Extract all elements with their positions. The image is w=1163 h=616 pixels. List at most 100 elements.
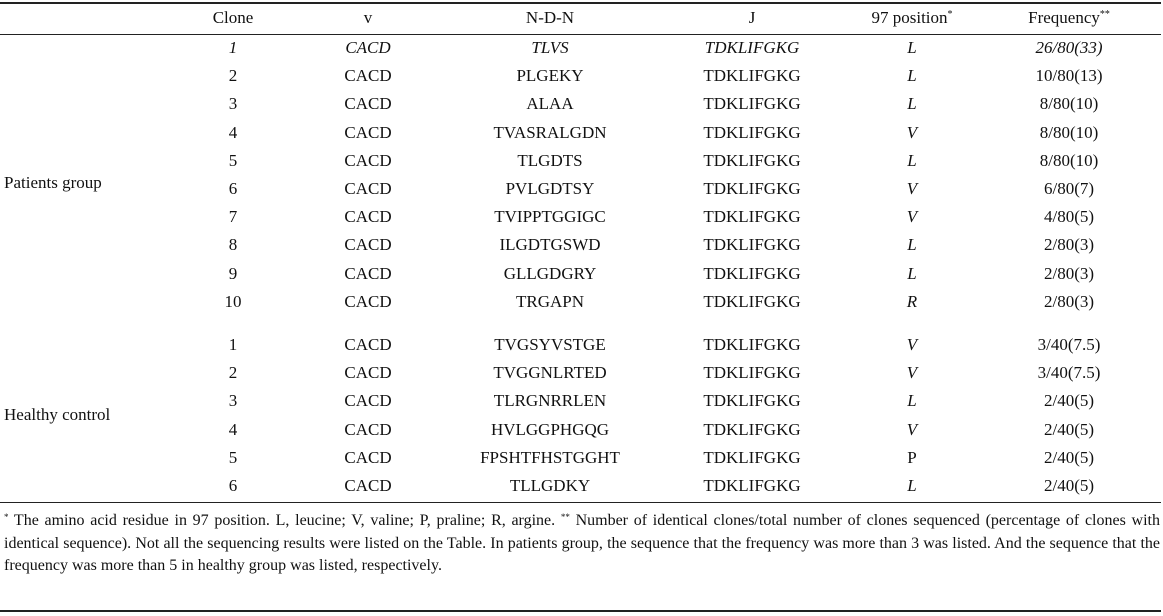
cell-frequency: 26/80(33) (1035, 38, 1103, 57)
cell-clone: 6 (228, 179, 238, 198)
header-v: v (363, 8, 373, 27)
cell-97-position: L (907, 94, 917, 114)
cell-97-position: V (906, 335, 918, 354)
cell-ndn: TLLGDKY (509, 476, 591, 495)
cell-ndn: TVASRALGDN (493, 122, 607, 142)
cell-clone: 3 (228, 391, 238, 411)
cell-j: TDKLIFGKG (703, 476, 801, 495)
cell-ndn: ALAA (526, 94, 574, 114)
cell-97-position: L (907, 263, 917, 283)
cell-frequency: 2/80(3) (1043, 235, 1095, 255)
cell-v: CACD (344, 335, 392, 354)
cell-ndn: TLGDTS (517, 150, 583, 170)
cell-ndn: GLLGDGRY (503, 263, 597, 283)
cell-clone: 1 (228, 335, 238, 354)
cell-clone: 1 (228, 38, 238, 57)
cell-frequency: 2/40(5) (1043, 419, 1095, 439)
cell-v: CACD (344, 122, 392, 142)
cell-ndn: TVIPPTGGIGC (494, 207, 606, 227)
cell-97-position: L (907, 476, 917, 495)
cell-ndn: PVLGDTSY (505, 179, 595, 198)
header-ndn: N-D-N (525, 8, 575, 27)
cell-97-position: V (906, 207, 918, 227)
cell-ndn: TRGAPN (515, 291, 585, 311)
cell-frequency: 8/80(10) (1039, 150, 1099, 170)
cell-frequency: 2/40(5) (1043, 391, 1095, 411)
cell-frequency: 4/80(5) (1043, 207, 1095, 227)
cell-v: CACD (345, 38, 391, 57)
table-top-rule (0, 2, 1161, 4)
cell-frequency: 3/40(7.5) (1037, 335, 1101, 354)
cell-97-position: V (906, 122, 918, 142)
cell-clone: 5 (228, 447, 238, 467)
cell-frequency: 2/40(5) (1043, 476, 1095, 495)
cell-clone: 8 (228, 235, 238, 255)
cell-v: CACD (344, 447, 392, 467)
cell-97-position: P (907, 447, 917, 467)
header-97-position-footnote-mark: * (947, 9, 953, 20)
cell-v: CACD (344, 291, 392, 311)
cell-clone: 2 (228, 363, 238, 383)
cell-v: CACD (344, 235, 392, 255)
cell-clone: 6 (228, 476, 238, 495)
cell-clone: 10 (224, 291, 242, 311)
cell-j: TDKLIFGKG (704, 38, 800, 57)
header-j: J (748, 8, 756, 27)
cell-ndn: FPSHTFHSTGGHT (480, 447, 620, 467)
cell-97-position: V (906, 363, 918, 383)
cell-v: CACD (344, 419, 392, 439)
cell-frequency: 6/80(7) (1043, 179, 1095, 198)
cell-ndn: TLRGNRRLEN (493, 391, 607, 411)
header-97-position: 97 position* (871, 8, 953, 27)
group-label-patients: Patients group (4, 173, 102, 192)
cell-ndn: TVGSYVSTGE (494, 335, 606, 354)
cell-97-position: L (907, 235, 917, 255)
table-bottom-rule (0, 610, 1161, 612)
cell-j: TDKLIFGKG (703, 179, 801, 198)
cell-v: CACD (344, 66, 392, 86)
cell-j: TDKLIFGKG (703, 447, 801, 467)
cell-clone: 9 (228, 263, 238, 283)
cell-frequency: 3/40(7.5) (1037, 363, 1101, 383)
cell-clone: 5 (228, 150, 238, 170)
cell-frequency: 2/80(3) (1043, 291, 1095, 311)
cell-j: TDKLIFGKG (703, 291, 801, 311)
cell-j: TDKLIFGKG (703, 363, 801, 383)
cell-97-position: L (907, 66, 917, 86)
cell-frequency: 2/40(5) (1043, 447, 1095, 467)
cell-97-position: V (906, 419, 918, 439)
cell-v: CACD (344, 263, 392, 283)
cell-frequency: 8/80(10) (1039, 122, 1099, 142)
cell-v: CACD (344, 207, 392, 227)
cell-ndn: TVGGNLRTED (493, 363, 607, 383)
cell-v: CACD (344, 391, 392, 411)
cell-97-position: L (907, 391, 917, 411)
cell-97-position: L (907, 150, 917, 170)
cell-ndn: PLGEKY (516, 66, 584, 86)
header-clone: Clone (212, 8, 254, 27)
cell-clone: 2 (228, 66, 238, 86)
cell-j: TDKLIFGKG (703, 94, 801, 114)
cell-clone: 4 (228, 122, 238, 142)
table-footnote: * The amino acid residue in 97 position.… (4, 510, 1160, 578)
cell-j: TDKLIFGKG (703, 391, 801, 411)
cell-j: TDKLIFGKG (703, 207, 801, 227)
cell-v: CACD (344, 476, 392, 495)
footnote-text-1: The amino acid residue in 97 position. L… (8, 512, 561, 529)
cell-97-position: V (906, 179, 918, 198)
cell-j: TDKLIFGKG (703, 150, 801, 170)
cell-frequency: 2/80(3) (1043, 263, 1095, 283)
cell-clone: 7 (228, 207, 238, 227)
cell-frequency: 10/80(13) (1035, 66, 1103, 86)
cell-ndn: HVLGGPHGQG (490, 419, 610, 439)
cell-v: CACD (344, 179, 392, 198)
group-label-healthy: Healthy control (4, 405, 111, 424)
header-frequency: Frequency** (1028, 8, 1110, 27)
cell-97-position: R (906, 291, 918, 311)
cell-97-position: L (907, 38, 917, 57)
cell-j: TDKLIFGKG (703, 263, 801, 283)
cell-ndn: ILGDTGSWD (499, 235, 601, 255)
cell-j: TDKLIFGKG (703, 419, 801, 439)
cell-v: CACD (344, 150, 392, 170)
